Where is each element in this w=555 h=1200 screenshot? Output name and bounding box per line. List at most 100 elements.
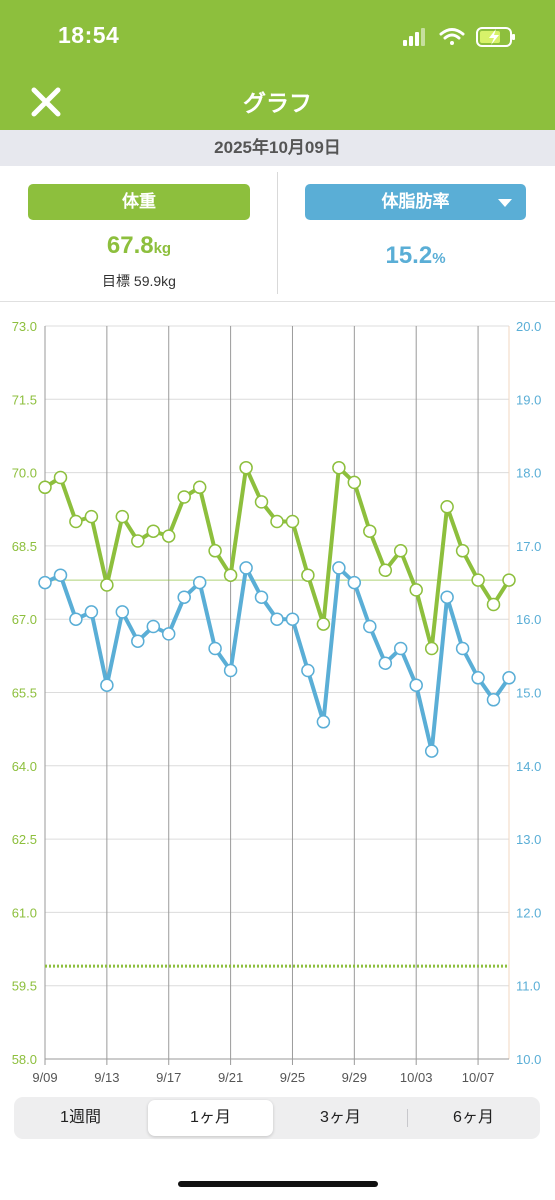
data-point — [285, 514, 300, 529]
data-point — [347, 575, 362, 590]
fat-label: 体脂肪率 — [381, 192, 450, 211]
fat-metric-dropdown[interactable]: 体脂肪率 — [305, 184, 526, 220]
tab-1-week[interactable]: 1週間 — [60, 1109, 101, 1126]
data-point — [192, 575, 207, 590]
y-left-tick-label: 73.0 — [12, 319, 37, 334]
data-point — [502, 573, 516, 587]
data-point — [424, 641, 439, 656]
data-point — [301, 663, 315, 678]
x-tick-label: 9/17 — [156, 1070, 181, 1085]
data-point — [161, 627, 176, 641]
data-point — [363, 524, 377, 538]
y-right-tick-label: 19.0 — [516, 392, 541, 407]
data-point — [393, 544, 408, 558]
chart-area[interactable]: 73.0 20.0 71.5 19.0 70.0 18.0 68.5 17.0 67.0 16.0… — [0, 302, 555, 1092]
data-point — [270, 612, 284, 626]
data-point — [53, 470, 68, 485]
data-point — [84, 605, 99, 619]
tab-6-months[interactable]: 6ヶ月 — [453, 1109, 494, 1126]
data-point — [131, 534, 145, 548]
y-left-tick-label: 65.5 — [12, 686, 37, 701]
data-point — [316, 617, 331, 631]
data-point — [100, 578, 114, 592]
close-icon[interactable] — [26, 82, 66, 122]
x-tick-label: 10/07 — [462, 1070, 495, 1085]
data-point — [471, 573, 485, 587]
data-point — [115, 605, 130, 619]
y-left-tick-label: 59.5 — [12, 979, 37, 994]
y-right-tick-label: 17.0 — [516, 539, 541, 554]
tab-1-month[interactable]: 1ヶ月 — [148, 1100, 273, 1136]
data-point — [208, 641, 222, 656]
y-right-tick-label: 13.0 — [516, 832, 541, 847]
data-point — [161, 529, 176, 543]
x-tick-label: 9/13 — [94, 1070, 119, 1085]
y-left-tick-label: 64.0 — [12, 759, 37, 774]
data-point — [455, 544, 470, 558]
x-tick-label: 9/25 — [280, 1070, 305, 1085]
y-right-tick-label: 11.0 — [516, 979, 540, 994]
signal-icon — [403, 28, 425, 46]
y-right-tick-label: 10.0 — [516, 1052, 541, 1067]
weight-value: 67.8kg — [28, 232, 250, 260]
data-point — [223, 568, 238, 582]
data-point — [69, 612, 83, 626]
data-point — [177, 490, 191, 504]
data-point — [455, 641, 470, 656]
page-title: グラフ — [243, 90, 312, 116]
data-point — [378, 656, 393, 670]
data-point — [486, 693, 501, 707]
y-right-tick-label: 20.0 — [516, 319, 541, 334]
goal-weight: 目標 59.9kg — [102, 273, 176, 289]
y-left-tick-label: 68.5 — [12, 539, 37, 554]
data-point — [502, 671, 516, 685]
fat-unit: % — [432, 250, 446, 267]
data-point — [486, 597, 501, 612]
data-point — [471, 671, 485, 685]
data-point — [177, 590, 191, 604]
x-tick-label: 9/09 — [32, 1070, 57, 1085]
y-right-tick-label: 18.0 — [516, 466, 541, 481]
data-point — [378, 563, 393, 578]
weight-fat-chart[interactable]: 73.0 20.0 71.5 19.0 70.0 18.0 68.5 17.0 67.0 16.0… — [0, 302, 555, 1092]
data-point — [332, 561, 346, 575]
data-point — [316, 715, 331, 729]
status-bar: 18:54 — [0, 0, 555, 76]
data-point — [38, 480, 52, 495]
data-point — [332, 460, 346, 475]
summary-divider — [277, 172, 278, 294]
y-right-tick-label: 15.0 — [516, 686, 541, 701]
y-right-tick-label: 16.0 — [516, 612, 541, 627]
data-point — [440, 500, 454, 514]
wifi-icon — [439, 28, 465, 45]
data-point — [84, 509, 99, 524]
segment-divider — [407, 1109, 408, 1127]
weight-number: 67.8 — [106, 232, 154, 259]
data-point — [100, 678, 114, 692]
status-icons — [403, 27, 515, 47]
weight-label-badge: 体重 — [28, 184, 250, 220]
data-point — [440, 590, 454, 604]
data-point — [131, 634, 145, 648]
y-left-tick-label: 70.0 — [12, 466, 37, 481]
data-point — [363, 619, 377, 634]
data-point — [424, 744, 439, 758]
data-point — [270, 514, 284, 529]
data-point — [38, 575, 52, 590]
data-point — [393, 641, 408, 656]
y-left-tick-label: 71.5 — [12, 392, 37, 407]
chevron-down-icon — [498, 199, 512, 207]
tab-3-months[interactable]: 3ヶ月 — [320, 1109, 361, 1126]
y-left-tick-label: 61.0 — [12, 905, 37, 920]
y-right-tick-label: 12.0 — [516, 905, 541, 920]
data-point — [285, 612, 300, 626]
data-point — [409, 583, 423, 597]
data-point — [69, 514, 83, 529]
data-point — [192, 480, 207, 495]
data-point — [254, 590, 269, 604]
y-left-tick-label: 58.0 — [12, 1052, 37, 1067]
data-point — [301, 568, 315, 582]
home-indicator — [178, 1181, 378, 1187]
data-point — [254, 495, 269, 509]
nav-bar: グラフ — [0, 76, 555, 130]
